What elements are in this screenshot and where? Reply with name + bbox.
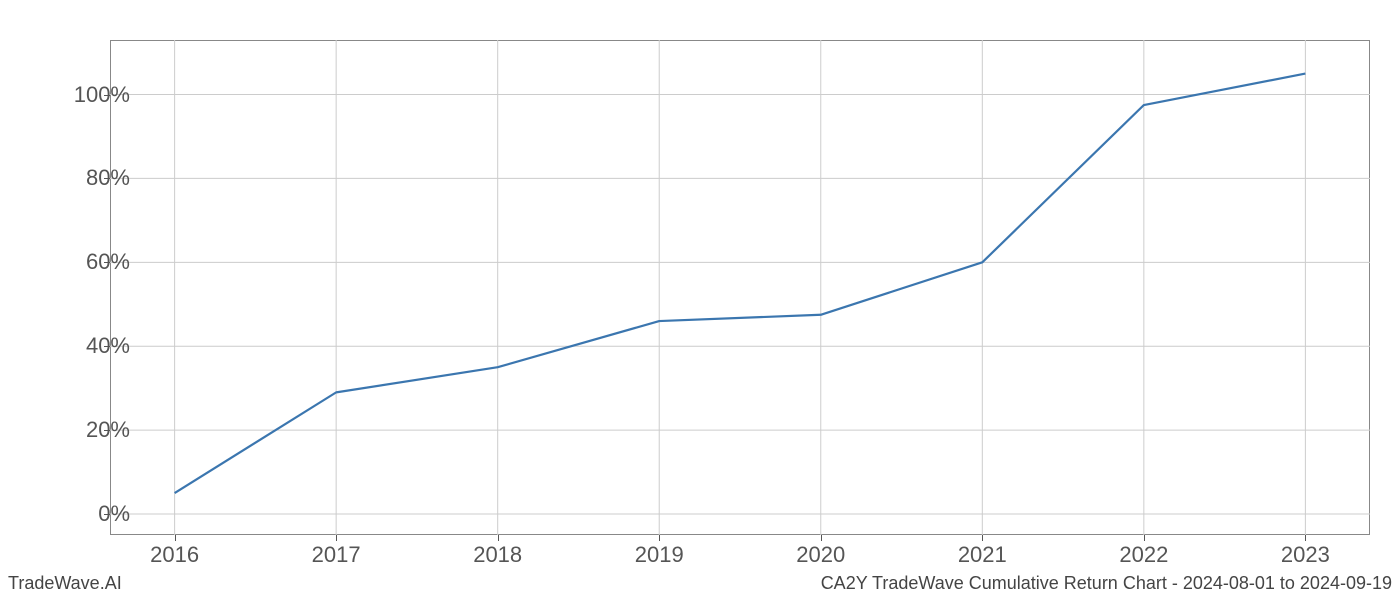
footer-caption: CA2Y TradeWave Cumulative Return Chart -…	[821, 573, 1392, 594]
x-tick-label: 2022	[1119, 542, 1168, 568]
x-tick-label: 2021	[958, 542, 1007, 568]
y-tick-label: 0%	[50, 501, 130, 527]
x-tick-mark	[659, 535, 660, 541]
x-tick-label: 2019	[635, 542, 684, 568]
x-tick-label: 2017	[312, 542, 361, 568]
x-tick-mark	[1144, 535, 1145, 541]
x-tick-mark	[498, 535, 499, 541]
x-tick-mark	[336, 535, 337, 541]
y-tick-label: 20%	[50, 417, 130, 443]
x-tick-mark	[1305, 535, 1306, 541]
y-tick-mark	[104, 514, 110, 515]
x-tick-label: 2020	[796, 542, 845, 568]
data-line	[175, 74, 1306, 493]
data-line-layer	[110, 40, 1370, 535]
x-tick-label: 2016	[150, 542, 199, 568]
y-tick-label: 60%	[50, 249, 130, 275]
y-tick-mark	[104, 95, 110, 96]
y-tick-mark	[104, 262, 110, 263]
x-tick-mark	[982, 535, 983, 541]
y-tick-mark	[104, 346, 110, 347]
y-tick-mark	[104, 178, 110, 179]
chart-plot-area	[110, 40, 1370, 535]
y-tick-mark	[104, 430, 110, 431]
x-tick-mark	[821, 535, 822, 541]
x-tick-mark	[175, 535, 176, 541]
x-tick-label: 2023	[1281, 542, 1330, 568]
y-tick-label: 40%	[50, 333, 130, 359]
y-tick-label: 100%	[50, 82, 130, 108]
x-tick-label: 2018	[473, 542, 522, 568]
footer-brand: TradeWave.AI	[8, 573, 122, 594]
y-tick-label: 80%	[50, 165, 130, 191]
